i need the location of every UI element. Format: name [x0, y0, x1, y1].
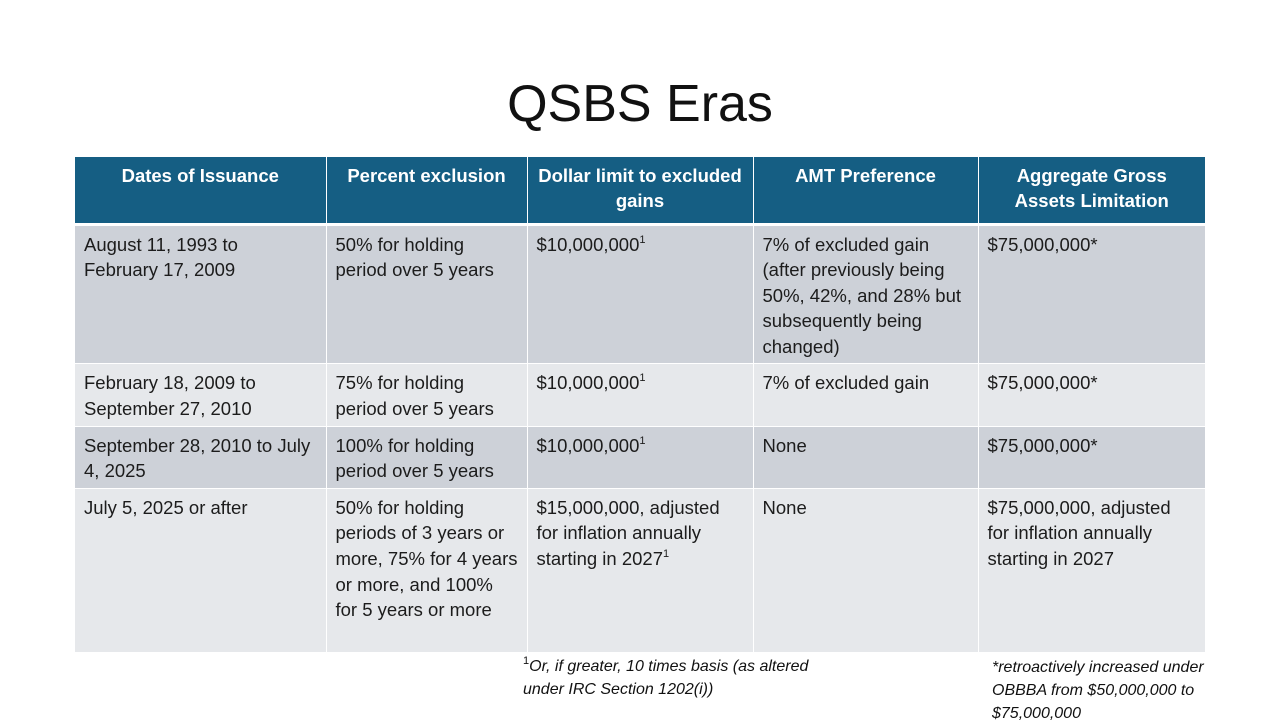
cell-dates: August 11, 1993 to February 17, 2009 — [75, 223, 327, 364]
table-row: July 5, 2025 or after 50% for holding pe… — [75, 487, 1205, 653]
dollar-limit-text: $10,000,000 — [536, 233, 640, 255]
footnote-marker: 1 — [663, 548, 670, 561]
cell-gross-assets: $75,000,000* — [978, 425, 1205, 489]
footnote-marker: 1 — [639, 434, 646, 447]
dollar-limit-text: $10,000,000 — [536, 372, 640, 394]
cell-dates: September 28, 2010 to July 4, 2025 — [75, 425, 327, 489]
qsbs-eras-table: Dates of Issuance Percent exclusion Doll… — [75, 157, 1205, 653]
table-row: February 18, 2009 to September 27, 2010 … — [75, 363, 1205, 427]
cell-amt: None — [753, 487, 979, 653]
cell-gross-assets: $75,000,000* — [978, 223, 1205, 364]
cell-amt: None — [753, 425, 979, 489]
cell-dollar-limit: $10,000,0001 — [527, 425, 754, 489]
cell-dollar-limit: $15,000,000, adjusted for inflation annu… — [527, 487, 754, 653]
header-dollar-limit: Dollar limit to excluded gains — [527, 157, 754, 224]
cell-amt: 7% of excluded gain (after previously be… — [753, 223, 979, 364]
cell-gross-assets: $75,000,000, adjusted for inflation annu… — [978, 487, 1205, 653]
header-percent-exclusion: Percent exclusion — [326, 157, 528, 224]
footnote-one-text: Or, if greater, 10 times basis (as alter… — [523, 658, 809, 698]
cell-dollar-limit: $10,000,0001 — [527, 223, 754, 364]
table-row: September 28, 2010 to July 4, 2025 100% … — [75, 425, 1205, 489]
cell-percent: 50% for holding period over 5 years — [326, 223, 528, 364]
header-gross-assets-limitation: Aggregate Gross Assets Limitation — [978, 157, 1205, 224]
footnote-one-marker: 1 — [523, 655, 530, 667]
cell-dates: February 18, 2009 to September 27, 2010 — [75, 363, 327, 427]
cell-percent: 50% for holding periods of 3 years or mo… — [326, 487, 528, 653]
footnote-asterisk: *retroactively increased under OBBBA fro… — [992, 659, 1204, 722]
cell-percent: 75% for holding period over 5 years — [326, 363, 528, 427]
cell-dates: July 5, 2025 or after — [75, 487, 327, 653]
footnote-marker: 1 — [639, 233, 646, 246]
slide-title: QSBS Eras — [507, 75, 773, 133]
table-header-row: Dates of Issuance Percent exclusion Doll… — [75, 157, 1205, 224]
footnote-marker: 1 — [639, 372, 646, 385]
table-row: August 11, 1993 to February 17, 2009 50%… — [75, 223, 1205, 364]
header-amt-preference: AMT Preference — [753, 157, 979, 224]
dollar-limit-text: $15,000,000, adjusted for inflation annu… — [536, 496, 720, 570]
cell-gross-assets: $75,000,000* — [978, 363, 1205, 427]
cell-dollar-limit: $10,000,0001 — [527, 363, 754, 427]
cell-amt: 7% of excluded gain — [753, 363, 979, 427]
footnote-one: 1Or, if greater, 10 times basis (as alte… — [523, 655, 823, 701]
header-dates-of-issuance: Dates of Issuance — [75, 157, 327, 224]
cell-percent: 100% for holding period over 5 years — [326, 425, 528, 489]
dollar-limit-text: $10,000,000 — [536, 434, 640, 456]
